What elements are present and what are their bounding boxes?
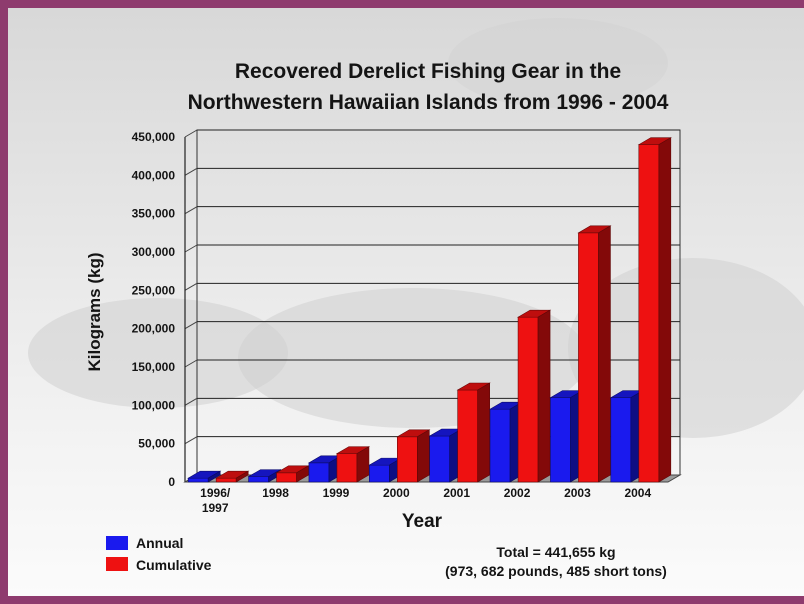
y-tick-label: 100,000 [132,398,176,412]
grid-side-line [184,282,198,291]
x-tick-labels: 1996/1997 1998 1999 2000 2001 2002 2003 2004 [200,486,651,515]
legend-swatch-annual [106,536,128,550]
x-tick-label: 1998 [262,486,289,500]
x-axis-label: Year [402,511,443,532]
grid-side-line [184,167,198,176]
y-tick-label: 350,000 [132,207,176,221]
bar-annual-3 [307,455,343,483]
bar-cumulative-3 [335,446,371,483]
y-tick-label: 400,000 [132,168,176,182]
grid-side-line [184,244,198,253]
y-tick-label: 200,000 [132,322,176,336]
x-tick-label: 1999 [323,486,350,500]
x-tick-label: 2001 [443,486,470,500]
y-tick-label: 450,000 [132,130,176,144]
legend-label-annual: Annual [136,535,183,551]
x-tick-label: 2003 [564,486,591,500]
x-tick-label: 2000 [383,486,410,500]
y-tick-label: 250,000 [132,283,176,297]
y-tick-label: 150,000 [132,360,176,374]
x-tick-label: 2004 [624,486,651,500]
grid-side-line [184,359,198,368]
bar-annual-6 [488,401,524,483]
grid-side-line [184,129,198,138]
bar-annual-8 [609,390,644,483]
bar-cumulative-2 [275,465,310,483]
grid-side-line [184,436,198,445]
x-tick-label: 1997 [202,501,229,515]
bar-cumulative-5 [456,382,491,483]
legend: Annual Cumulative [106,535,212,573]
bar-annual-5 [428,428,463,483]
grid-side-line [184,397,198,406]
total-note: Total = 441,655 kg (973, 682 pounds, 485… [445,544,667,579]
x-tick-label: 2002 [504,486,531,500]
bar-cumulative-1 [215,470,250,483]
grid-side-line [184,206,198,215]
chart-title: Recovered Derelict Fishing Gear in the N… [188,60,669,114]
y-tick-label: 50,000 [138,437,175,451]
bar-cumulative-8 [637,137,672,483]
bar-annual-7 [549,390,584,483]
bar-cumulative-7 [577,225,612,483]
y-tick-labels: 0 50,000 100,000 150,000 200,000 250,000 300,0… [132,130,176,489]
bar-cumulative-6 [516,309,552,483]
y-axis-label: Kilograms (kg) [85,252,104,371]
bar-annual-1 [187,470,222,483]
title-line-1: Recovered Derelict Fishing Gear in the [235,60,621,83]
y-tick-label: 300,000 [132,245,176,259]
legend-swatch-cumulative [106,557,128,571]
x-tick-label: 1996/ [200,486,231,500]
total-note-line-1: Total = 441,655 kg [496,544,615,560]
bars [187,137,672,483]
title-line-2: Northwestern Hawaiian Islands from 1996 … [188,91,669,114]
y-tick-label: 0 [168,475,175,489]
bar-cumulative-4 [396,429,431,483]
total-note-line-2: (973, 682 pounds, 485 short tons) [445,563,667,579]
legend-label-cumulative: Cumulative [136,557,212,573]
grid-side-line [184,321,198,330]
